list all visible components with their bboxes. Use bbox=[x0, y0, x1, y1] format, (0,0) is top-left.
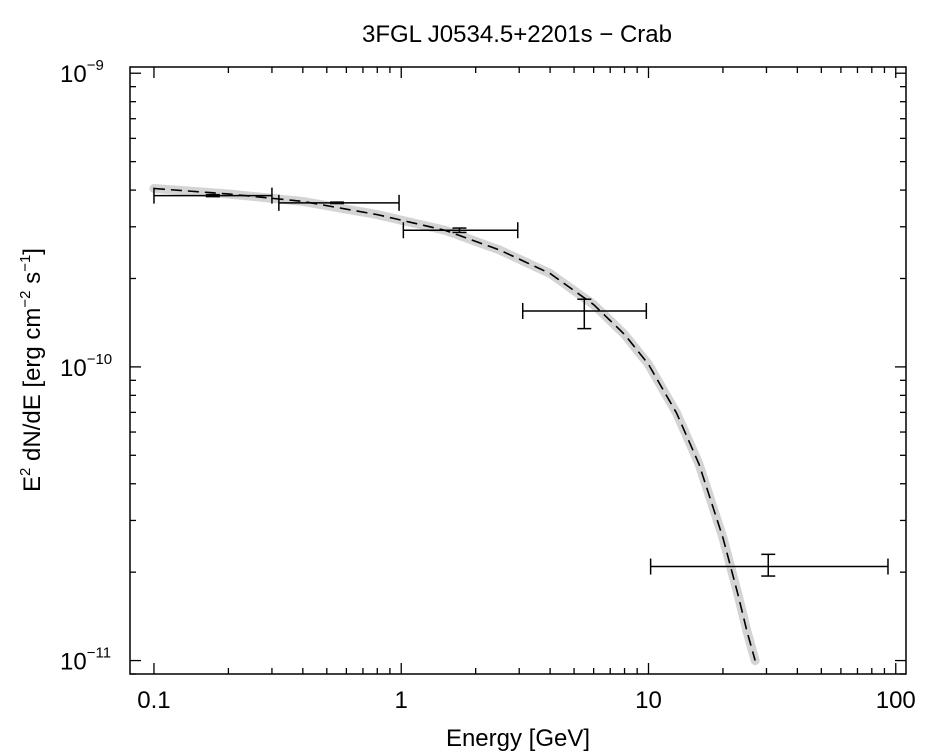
y-axis-title-mid-sup: −2 bbox=[17, 290, 34, 307]
y-axis-title: E2 dN/dE [erg cm−2 s−1] bbox=[17, 248, 46, 492]
data-points bbox=[153, 187, 889, 577]
y-tick-label: 10−9 bbox=[60, 57, 104, 88]
y-tick-base: 10 bbox=[60, 61, 87, 88]
y-axis-title-suffix-sup: −1 bbox=[17, 255, 34, 272]
axis-ticks bbox=[130, 67, 906, 675]
x-tick-label: 1 bbox=[395, 687, 408, 714]
y-axis-title-prefix: E bbox=[19, 476, 46, 492]
x-tick-label: 0.1 bbox=[137, 687, 170, 714]
y-tick-base: 10 bbox=[60, 355, 87, 382]
y-tick-label: 10−11 bbox=[60, 645, 111, 676]
plot-frame bbox=[129, 66, 907, 675]
x-axis-title: Energy [GeV] bbox=[446, 725, 590, 752]
data-point bbox=[649, 553, 889, 577]
data-point bbox=[153, 187, 273, 204]
y-tick-label: 10−10 bbox=[60, 351, 112, 382]
model-uncertainty-band bbox=[149, 184, 760, 666]
y-tick-base: 10 bbox=[60, 649, 87, 676]
x-tick-label: 100 bbox=[876, 687, 916, 714]
chart-title: 3FGL J0534.5+2201s − Crab bbox=[362, 21, 672, 48]
y-tick-exponent: −11 bbox=[87, 645, 111, 662]
x-tick-labels: 0.1 1 10 100 bbox=[137, 687, 916, 714]
y-axis-title-prefix-sup: 2 bbox=[17, 468, 34, 476]
y-axis-title-close: ] bbox=[19, 248, 46, 255]
y-axis-title-mid: dN/dE [erg cm bbox=[19, 308, 46, 468]
y-axis-title-suffix: s bbox=[19, 272, 46, 291]
data-point bbox=[521, 298, 648, 330]
x-tick-label: 10 bbox=[635, 687, 662, 714]
y-tick-exponent: −9 bbox=[87, 57, 104, 74]
plot-area bbox=[149, 184, 889, 666]
y-tick-exponent: −10 bbox=[87, 351, 112, 368]
model-curve bbox=[153, 187, 756, 661]
data-point bbox=[278, 194, 400, 211]
data-point bbox=[402, 222, 519, 239]
